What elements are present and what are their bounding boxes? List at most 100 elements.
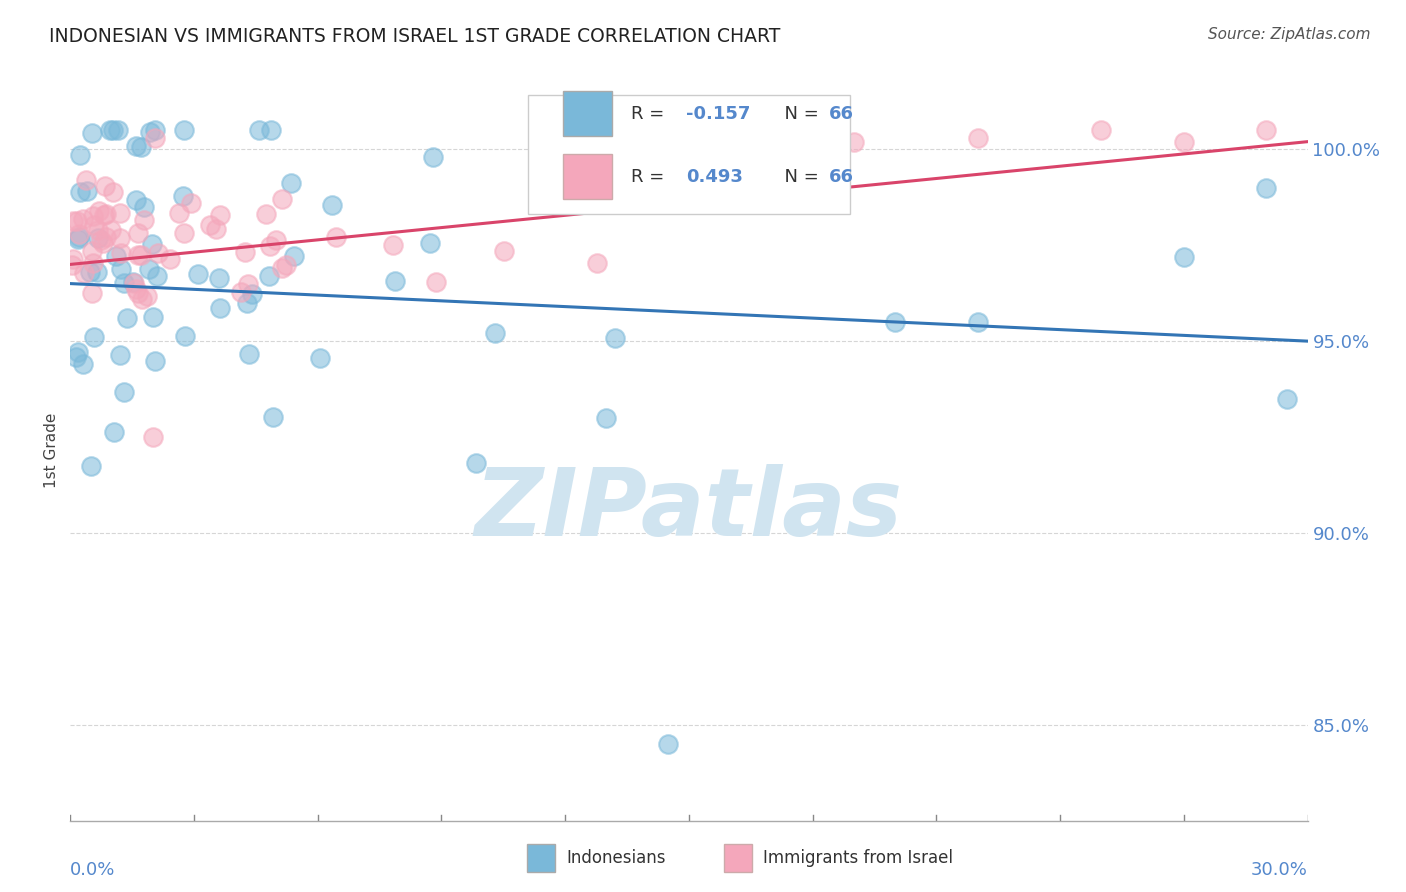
Point <box>142 310 165 324</box>
Point <box>128 285 150 300</box>
Point <box>62 252 84 266</box>
Point <box>142 430 165 444</box>
Text: ZIPatlas: ZIPatlas <box>475 464 903 556</box>
Point <box>67 227 90 241</box>
Point <box>83 218 105 232</box>
Text: N =: N = <box>773 168 824 186</box>
Point <box>208 271 231 285</box>
Point <box>100 223 122 237</box>
Point <box>187 267 209 281</box>
Point <box>62 214 84 228</box>
Point <box>105 249 128 263</box>
Point <box>145 123 167 137</box>
Point <box>637 161 659 176</box>
Point <box>110 246 132 260</box>
Point <box>87 223 110 237</box>
Point <box>1173 135 1195 149</box>
Point <box>259 239 281 253</box>
Point <box>82 209 104 223</box>
Point <box>69 147 91 161</box>
Point <box>262 410 284 425</box>
Point <box>229 285 252 300</box>
Point <box>464 456 486 470</box>
Point <box>256 207 278 221</box>
Point <box>173 329 195 343</box>
Point <box>159 252 181 266</box>
Point <box>842 135 865 149</box>
Point <box>80 126 103 140</box>
Point <box>67 229 90 244</box>
Point <box>122 276 145 290</box>
Point <box>384 274 406 288</box>
Point <box>134 200 156 214</box>
Point <box>103 425 125 439</box>
Point <box>198 218 221 232</box>
Point <box>274 258 297 272</box>
Point <box>657 737 679 751</box>
Point <box>75 173 97 187</box>
Point <box>761 142 783 156</box>
Point <box>107 123 129 137</box>
Point <box>127 226 149 240</box>
Point <box>94 178 117 193</box>
Point <box>110 348 132 362</box>
Point <box>103 185 125 199</box>
Point <box>112 385 135 400</box>
Point <box>260 123 283 137</box>
Point <box>309 351 332 366</box>
Point <box>66 232 89 246</box>
Point <box>280 177 302 191</box>
FancyBboxPatch shape <box>529 95 849 213</box>
Point <box>72 357 94 371</box>
Point <box>90 233 112 247</box>
Point <box>80 244 103 259</box>
Point <box>96 207 118 221</box>
Point <box>69 186 91 200</box>
Point <box>89 204 111 219</box>
Point <box>66 345 89 359</box>
Point <box>132 212 155 227</box>
Text: 30.0%: 30.0% <box>1251 862 1308 880</box>
Text: 66: 66 <box>828 168 853 186</box>
Point <box>204 221 226 235</box>
Point <box>66 214 89 228</box>
Point <box>1173 250 1195 264</box>
Text: R =: R = <box>631 104 669 122</box>
Point <box>271 260 294 275</box>
Point <box>595 410 617 425</box>
Point <box>247 123 270 137</box>
Point <box>129 139 152 153</box>
Point <box>167 206 190 220</box>
Text: 66: 66 <box>828 104 853 122</box>
Point <box>101 123 124 137</box>
Point <box>257 269 280 284</box>
Point <box>233 245 256 260</box>
Point <box>143 130 166 145</box>
Point <box>80 286 103 301</box>
Point <box>122 276 145 290</box>
Point <box>82 256 104 270</box>
Point <box>80 458 103 473</box>
Point <box>91 235 114 250</box>
Point <box>208 301 231 316</box>
Point <box>966 315 988 329</box>
Point <box>271 192 294 206</box>
Point <box>138 262 160 277</box>
FancyBboxPatch shape <box>562 91 612 136</box>
Point <box>125 193 148 207</box>
Point <box>143 354 166 368</box>
Point <box>60 259 83 273</box>
Point <box>96 230 118 244</box>
Point <box>131 248 153 262</box>
Point <box>381 238 404 252</box>
Point <box>425 275 447 289</box>
Point <box>108 231 131 245</box>
Point <box>87 231 110 245</box>
Point <box>110 262 132 277</box>
Point <box>65 350 87 364</box>
Point <box>419 235 441 250</box>
Point <box>586 255 609 269</box>
Point <box>172 188 194 202</box>
Text: Source: ZipAtlas.com: Source: ZipAtlas.com <box>1208 27 1371 42</box>
Point <box>131 292 153 306</box>
